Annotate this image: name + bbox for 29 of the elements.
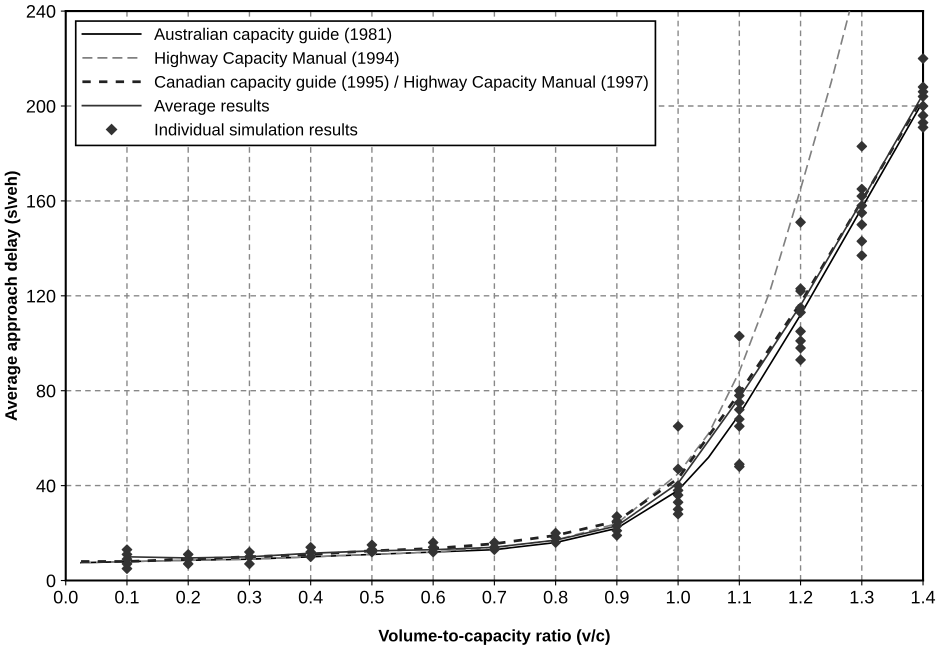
x-tick-label: 0.2 — [176, 590, 200, 604]
x-tick-label: 1.2 — [789, 590, 812, 604]
x-axis-title: Volume-to-capacity ratio (v/c) — [378, 629, 610, 645]
x-tick-label: 0.6 — [421, 590, 445, 604]
legend-label: Average results — [154, 99, 269, 115]
legend-label: Australian capacity guide (1981) — [154, 28, 392, 44]
y-tick-label: 80 — [36, 384, 56, 398]
legend-label: Highway Capacity Manual (1994) — [155, 52, 399, 68]
x-tick-label: 0.4 — [298, 590, 323, 604]
x-tick-label: 1.1 — [728, 590, 751, 604]
y-tick-label: 120 — [27, 290, 56, 303]
y-tick-label: 40 — [36, 480, 56, 492]
y-tick-label: 240 — [26, 5, 56, 18]
y-tick-label: 0 — [46, 574, 56, 588]
legend-label: Individual simulation results — [156, 123, 358, 136]
x-tick-label: 0.9 — [605, 590, 629, 604]
y-axis-title: Average approach delay (s\veh) — [4, 171, 20, 421]
y-tick-label: 160 — [27, 194, 56, 208]
x-tick-label: 0.5 — [360, 590, 384, 604]
y-tick-label: 200 — [26, 100, 56, 113]
x-tick-label: 1.4 — [912, 590, 936, 604]
x-tick-label: 0.7 — [482, 590, 506, 604]
x-tick-label: 0.3 — [238, 590, 262, 604]
x-tick-label: 0.1 — [115, 590, 139, 604]
x-tick-label: 1.0 — [666, 590, 690, 604]
legend-label: Canadian capacity guide (1995) / Highway Capacity Manual (1997) — [154, 76, 648, 92]
x-tick-label: 1.3 — [850, 590, 874, 604]
x-tick-label: 0.0 — [54, 590, 78, 604]
x-tick-label: 0.8 — [544, 590, 568, 604]
